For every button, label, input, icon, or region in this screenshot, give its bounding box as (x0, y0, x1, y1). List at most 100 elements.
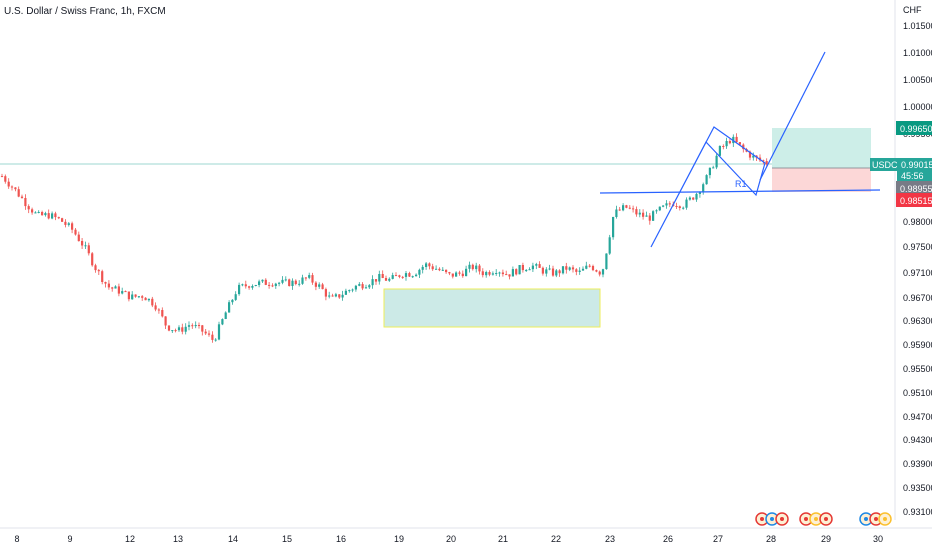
loss-zone (772, 168, 871, 192)
candle-body (702, 184, 705, 192)
candle-body (478, 265, 481, 272)
candle-body (251, 286, 254, 288)
candle-body (495, 273, 498, 274)
candle-body (682, 207, 685, 209)
candle-body (258, 281, 261, 285)
candle-body (31, 209, 34, 213)
candle-body (705, 175, 708, 185)
entry-price-tag-bg (896, 181, 932, 195)
x-tick-label: 9 (67, 534, 72, 544)
candle-body (698, 192, 701, 194)
event-dot (864, 517, 868, 521)
candle-body (398, 275, 401, 277)
candle-body (207, 333, 211, 335)
candle-body (231, 299, 234, 303)
candle-body (321, 284, 324, 290)
candle-body (521, 265, 524, 271)
candle-body (565, 266, 568, 270)
candle-body (324, 289, 327, 297)
candle-body (197, 325, 201, 326)
candle-body (601, 269, 605, 275)
event-dot (874, 517, 878, 521)
currency-label: CHF (903, 5, 922, 15)
candle-body (177, 327, 181, 331)
candle-body (44, 213, 47, 216)
candle-body (465, 268, 468, 277)
candle-body (10, 186, 14, 188)
candle-body (298, 283, 301, 285)
candle-body (575, 269, 578, 272)
flag-pattern (650, 126, 766, 248)
candle-body (511, 269, 514, 277)
candle-body (288, 279, 291, 286)
candle-body (665, 203, 668, 206)
target-price-tag-bg (896, 121, 932, 135)
candle-body (354, 285, 357, 290)
candle-body (304, 277, 307, 279)
candle-body (217, 324, 221, 340)
candle-body (127, 291, 130, 300)
candle-body (595, 270, 598, 272)
candle-body (561, 266, 565, 274)
x-tick-label: 26 (663, 534, 673, 544)
candle-body (174, 330, 177, 332)
stop-price-tag: 0.98515 (900, 196, 932, 206)
candle-body (57, 217, 60, 219)
candle-body (254, 285, 257, 286)
x-tick-label: 27 (713, 534, 723, 544)
x-tick-label: 14 (228, 534, 238, 544)
candle-body (338, 294, 341, 298)
candle-body (518, 265, 521, 275)
candle-body (384, 278, 388, 281)
candle-body (435, 268, 438, 270)
candle-body (625, 205, 628, 208)
candle-body (598, 271, 601, 275)
y-tick-label: 1.01500 (903, 21, 932, 31)
x-tick-label: 8 (14, 534, 19, 544)
candle-body (431, 266, 434, 270)
candle-body (61, 218, 64, 222)
candle-body (742, 144, 745, 150)
x-tick-label: 21 (498, 534, 508, 544)
candle-body (47, 213, 50, 219)
candle-body (538, 264, 541, 268)
candle-body (498, 272, 501, 274)
event-dot (780, 517, 784, 521)
candle-body (411, 276, 414, 278)
candle-body (221, 319, 224, 325)
candle-body (722, 146, 725, 147)
candle-body (455, 272, 458, 277)
stop-price-tag-bg (896, 193, 932, 207)
event-dot (760, 517, 764, 521)
candle-body (735, 136, 738, 143)
candle-body (658, 206, 661, 211)
candle-body (692, 197, 695, 200)
candle-body (635, 209, 638, 215)
candle-body (0, 176, 4, 178)
candle-body (578, 270, 581, 272)
candle-body (328, 295, 331, 297)
candle-body (535, 264, 538, 266)
candle-body (668, 203, 671, 205)
candle-body (137, 296, 140, 298)
x-tick-label: 19 (394, 534, 404, 544)
candle-body (214, 339, 217, 341)
candle-body (381, 274, 384, 278)
candle-body (491, 273, 494, 275)
y-tick-label: 1.01000 (903, 48, 932, 58)
candle-body (294, 280, 297, 284)
countdown-tag: 45:56 (901, 171, 924, 181)
candle-body (238, 284, 241, 295)
candle-body (428, 263, 431, 267)
candle-body (508, 274, 511, 277)
x-tick-label: 15 (282, 534, 292, 544)
candle-body (107, 283, 110, 288)
candle-body (331, 295, 334, 297)
candle-body (752, 155, 755, 158)
